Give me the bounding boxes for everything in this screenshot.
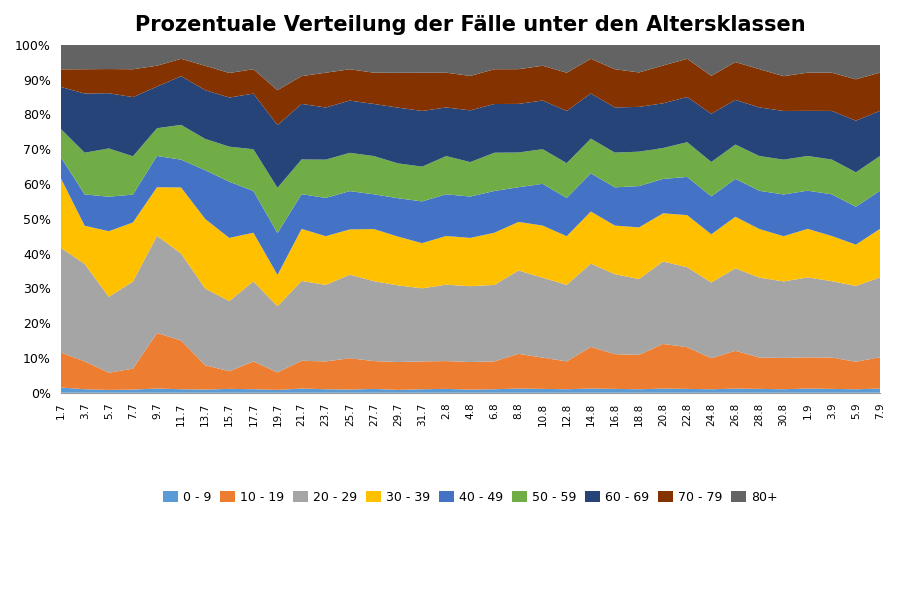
Legend: 0 - 9, 10 - 19, 20 - 29, 30 - 39, 40 - 49, 50 - 59, 60 - 69, 70 - 79, 80+: 0 - 9, 10 - 19, 20 - 29, 30 - 39, 40 - 4… — [158, 486, 782, 509]
Title: Prozentuale Verteilung der Fälle unter den Altersklassen: Prozentuale Verteilung der Fälle unter d… — [135, 15, 806, 35]
